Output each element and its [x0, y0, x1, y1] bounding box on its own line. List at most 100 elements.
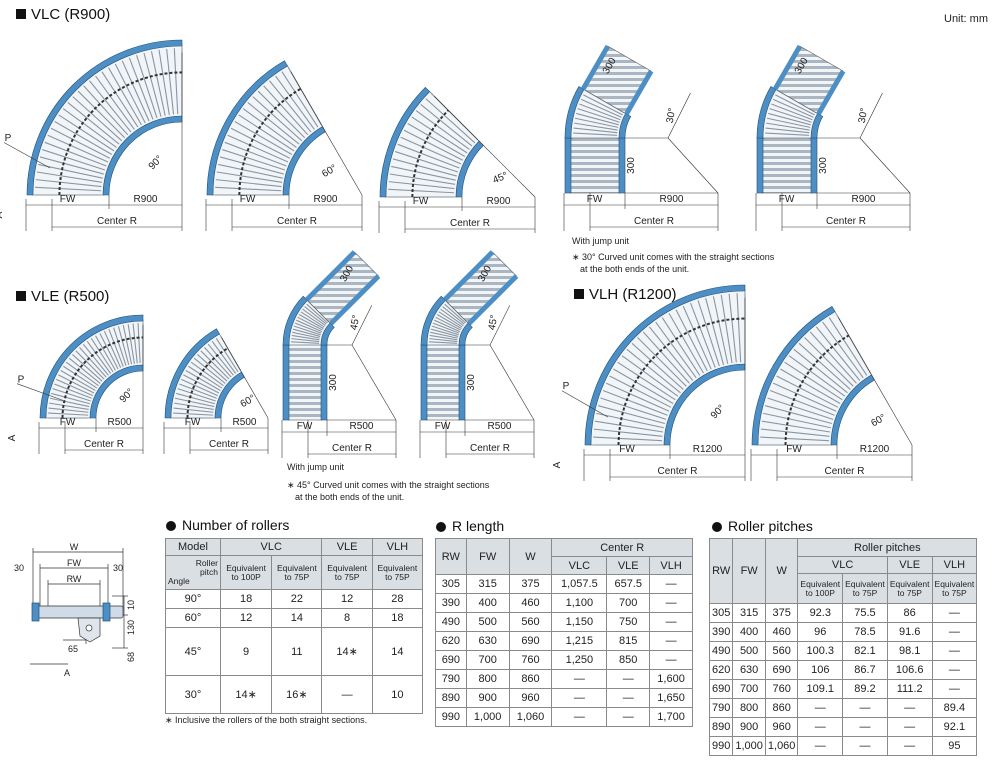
table-cell: 98.1	[886, 641, 933, 661]
th-w: W	[508, 538, 553, 575]
rollers-note: ∗ Inclusive the rollers of the both stra…	[165, 715, 368, 725]
roller	[49, 402, 89, 410]
table-cell: 690	[764, 660, 799, 680]
table-cell: —	[606, 669, 651, 689]
th-center-r: Center R	[551, 538, 693, 557]
table-cell: 860	[764, 698, 799, 718]
table-cell: 75.5	[842, 603, 888, 623]
roller	[720, 294, 733, 364]
roller	[574, 122, 618, 131]
table-cell: 78.5	[842, 622, 888, 642]
table-cell: 1,060	[764, 736, 799, 756]
center-r-dim: Center R	[824, 466, 864, 477]
roller	[177, 388, 216, 402]
table-cell: —	[842, 698, 888, 718]
table-cell: 375	[508, 574, 553, 594]
roller	[49, 397, 90, 408]
a-label: A	[7, 434, 18, 441]
vlc-section-title: VLC (R900)	[16, 6, 110, 23]
roller	[574, 117, 619, 128]
angle-label: 90°	[147, 154, 165, 172]
roller	[89, 80, 132, 133]
roller	[67, 102, 120, 145]
table-cell: 960	[764, 717, 799, 737]
vle-jump-note: ∗ 45° Curved unit comes with the straigh…	[287, 480, 490, 502]
table-cell: 305	[708, 603, 734, 623]
roller	[577, 108, 620, 123]
roller	[766, 122, 810, 131]
radius-dim: R500	[108, 417, 132, 428]
roller	[238, 114, 295, 152]
table-row: 390 400 460 1,100 700—	[435, 593, 693, 613]
roller	[176, 392, 216, 405]
th-model: Model	[165, 538, 221, 556]
roller	[705, 298, 725, 365]
roller	[388, 181, 455, 190]
roller	[72, 96, 123, 142]
th-fw: FW	[465, 538, 510, 575]
roller	[291, 334, 320, 341]
roller	[626, 348, 681, 394]
table-row: 60° 12 14 8 18	[165, 608, 424, 628]
roller	[765, 127, 810, 134]
radius-dim: R900	[134, 194, 158, 205]
table-cell: 1,057.5	[551, 574, 608, 594]
roller	[442, 306, 465, 325]
roller	[580, 98, 622, 118]
fw-dim: FW	[240, 194, 256, 205]
roller	[798, 342, 851, 390]
roller	[82, 343, 109, 376]
table-cell: 22	[271, 589, 323, 609]
roller	[90, 338, 114, 373]
side-frame	[282, 344, 290, 421]
center-r-dim: Center R	[826, 216, 866, 227]
th-vlh: VLH	[649, 556, 693, 575]
roller	[44, 141, 107, 167]
roller	[425, 98, 476, 144]
roller	[300, 311, 325, 328]
vlh-section-title: VLH (R1200)	[574, 286, 677, 303]
roller	[400, 136, 462, 165]
outer-side-frame	[206, 60, 288, 196]
table-cell: 490	[708, 641, 734, 661]
square-bullet-icon	[16, 291, 26, 301]
table-cell: 990	[435, 707, 467, 727]
square-bullet-icon	[16, 9, 26, 19]
roller	[230, 127, 291, 159]
outer-side-frame	[584, 284, 746, 446]
table-cell: —	[886, 698, 933, 718]
th-rw: RW	[708, 538, 734, 604]
roller	[815, 326, 861, 381]
table-cell: 700	[606, 593, 651, 613]
table-cell: 700	[732, 679, 766, 699]
roller	[780, 368, 841, 404]
roller	[291, 341, 320, 344]
roller	[444, 303, 466, 324]
table-cell: 86.7	[842, 660, 888, 680]
table-cell: 800	[732, 698, 766, 718]
table-row: 490 500 560 100.3 82.1 98.1—	[708, 641, 978, 661]
table-cell: 12	[219, 608, 273, 628]
cross-30-right: 30	[113, 563, 123, 573]
roller	[682, 305, 712, 370]
table-row: 45° 9 11 14∗ 14	[165, 627, 424, 676]
roller	[58, 114, 115, 152]
table-cell: 10	[371, 675, 424, 714]
table-cell: 100.3	[797, 641, 844, 661]
table-cell: —	[551, 707, 608, 727]
th-sub-3: Equivalent to 75P	[886, 573, 933, 604]
roller	[440, 308, 464, 327]
roller	[771, 103, 813, 121]
roller	[54, 383, 92, 399]
roller	[415, 110, 470, 150]
fw-dim: FW	[779, 194, 795, 205]
table-cell: 1,700	[649, 707, 693, 727]
roller	[101, 71, 139, 128]
roller	[113, 327, 127, 366]
table-cell: 90°	[165, 589, 221, 609]
roller	[35, 186, 102, 192]
angle-label: 90°	[118, 387, 136, 405]
roller	[79, 347, 107, 378]
roller	[227, 134, 289, 163]
roller	[765, 405, 832, 425]
